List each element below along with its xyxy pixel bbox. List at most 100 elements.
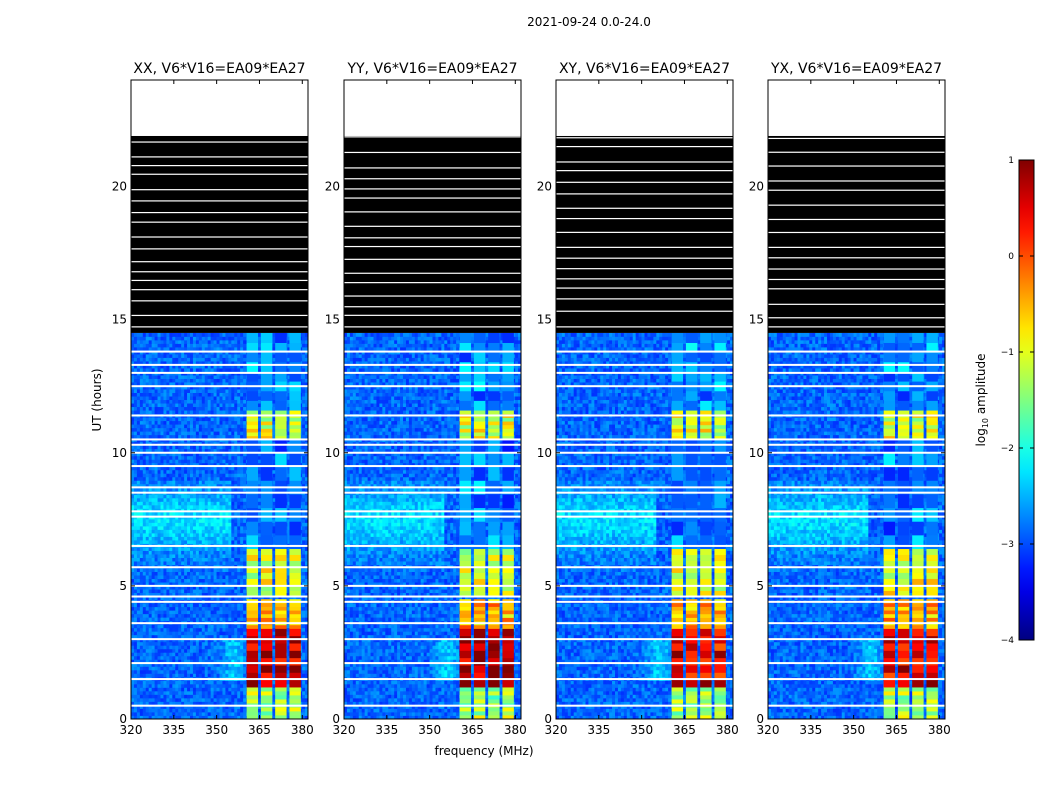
heatmap-cell xyxy=(190,704,194,709)
heatmap-cell xyxy=(222,525,226,530)
heatmap-cell xyxy=(172,427,176,432)
heatmap-cell xyxy=(243,487,247,492)
heatmap-cell xyxy=(207,529,212,534)
heatmap-cell xyxy=(198,589,203,594)
heatmap-cell xyxy=(204,596,209,601)
heatmap-cell xyxy=(228,571,232,576)
heatmap-cell xyxy=(139,511,144,516)
heatmap-cell xyxy=(163,666,167,671)
heatmap-cell xyxy=(175,641,179,646)
heatmap-cell xyxy=(210,547,214,551)
heatmap-cell xyxy=(287,511,291,516)
heatmap-cell xyxy=(272,441,276,446)
heatmap-cell xyxy=(133,690,138,695)
heatmap-cell xyxy=(207,557,212,562)
heatmap-cell xyxy=(142,547,147,551)
heatmap-cell xyxy=(198,704,203,709)
heatmap-cell xyxy=(216,715,220,720)
heatmap-cell xyxy=(216,518,220,523)
heatmap-cell xyxy=(192,448,197,453)
heatmap-cell xyxy=(240,617,244,622)
heatmap-cell xyxy=(151,645,155,650)
heatmap-cell xyxy=(145,494,150,499)
heatmap-cell xyxy=(272,659,276,664)
heatmap-cell xyxy=(257,431,262,436)
heatmap-cell xyxy=(231,459,235,464)
heatmap-cell xyxy=(139,673,144,678)
heatmap-cell xyxy=(190,522,194,527)
heatmap-cell xyxy=(213,645,217,650)
heatmap-cell xyxy=(225,557,229,562)
heatmap-cell xyxy=(172,589,176,594)
heatmap-cell xyxy=(219,662,223,667)
heatmap-cell xyxy=(272,568,276,572)
heatmap-cell xyxy=(172,518,176,523)
heatmap-cell xyxy=(302,452,306,457)
heatmap-cell xyxy=(184,585,188,590)
heatmap-cell xyxy=(133,704,138,709)
heatmap-cell xyxy=(198,536,203,541)
heatmap-cell xyxy=(151,701,155,706)
heatmap-cell xyxy=(272,557,276,562)
heatmap-cell xyxy=(234,487,238,492)
heatmap-cell xyxy=(210,669,214,674)
heatmap-cell xyxy=(184,648,188,653)
heatmap-cell xyxy=(169,613,173,618)
heatmap-cell xyxy=(231,610,235,615)
heatmap-cell xyxy=(142,624,147,629)
heatmap-cell xyxy=(302,641,306,646)
heatmap-cell xyxy=(305,659,309,664)
heatmap-cell xyxy=(195,659,200,664)
heatmap-cell xyxy=(157,694,161,699)
heatmap-cell xyxy=(272,690,276,695)
heatmap-cell xyxy=(237,655,241,660)
heatmap-cell xyxy=(201,466,206,471)
heatmap-cell xyxy=(287,529,291,534)
heatmap-cell xyxy=(172,708,176,713)
heatmap-cell xyxy=(184,511,188,516)
heatmap-cell xyxy=(166,483,170,488)
heatmap-cell xyxy=(195,473,200,478)
heatmap-cell xyxy=(243,613,247,618)
heatmap-cell xyxy=(287,655,291,660)
heatmap-cell xyxy=(181,480,185,485)
heatmap-cell xyxy=(225,480,229,485)
heatmap-cell xyxy=(257,582,262,587)
heatmap-cell xyxy=(234,592,238,597)
heatmap-cell xyxy=(142,431,147,436)
heatmap-cell xyxy=(145,711,150,716)
heatmap-cell xyxy=(287,561,291,565)
heatmap-cell xyxy=(210,645,214,650)
heatmap-cell xyxy=(272,610,276,615)
heatmap-cell xyxy=(187,578,191,583)
heatmap-cell xyxy=(148,596,153,601)
heatmap-cell xyxy=(172,434,176,439)
heatmap-cell xyxy=(136,511,141,516)
heatmap-cell xyxy=(175,582,179,587)
heatmap-cell xyxy=(228,652,232,657)
heatmap-cell xyxy=(272,578,276,583)
heatmap-cell xyxy=(231,525,235,530)
heatmap-cell xyxy=(198,445,203,450)
heatmap-cell xyxy=(228,589,232,594)
heatmap-cell xyxy=(160,459,164,464)
heatmap-cell xyxy=(257,687,262,692)
heatmap-cell xyxy=(187,631,191,636)
heatmap-cell xyxy=(222,540,226,544)
heatmap-cell xyxy=(157,575,161,580)
heatmap-cell xyxy=(195,554,200,558)
heatmap-cell xyxy=(145,634,150,639)
heatmap-cell xyxy=(139,596,144,601)
heatmap-cell xyxy=(148,687,153,692)
heatmap-cell xyxy=(243,480,247,485)
heatmap-cell xyxy=(157,697,161,702)
heatmap-cell xyxy=(216,511,220,516)
heatmap-cell xyxy=(195,690,200,695)
heatmap-cell xyxy=(139,452,144,457)
heatmap-cell xyxy=(154,497,158,502)
heatmap-cell xyxy=(213,589,217,594)
heatmap-cell xyxy=(198,434,203,439)
heatmap-cell xyxy=(148,522,153,527)
heatmap-cell xyxy=(178,617,182,622)
heatmap-cell xyxy=(163,529,167,534)
